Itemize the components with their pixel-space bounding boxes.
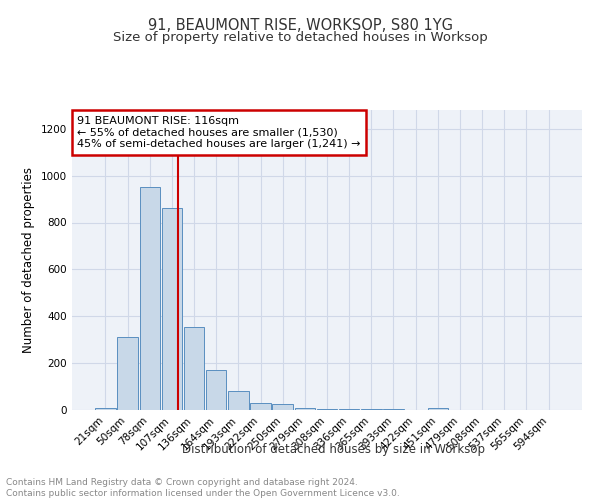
Bar (361, 409, 382, 410)
Bar (295, 408, 315, 410)
Bar (428, 408, 448, 410)
Bar (250, 403, 271, 410)
Bar (118, 338, 138, 410)
Bar (272, 404, 293, 410)
Bar (140, 188, 160, 410)
Text: 91, BEAUMONT RISE, WORKSOP, S80 1YG: 91, BEAUMONT RISE, WORKSOP, S80 1YG (148, 18, 452, 32)
Bar (228, 391, 248, 410)
Text: Distribution of detached houses by size in Worksop: Distribution of detached houses by size … (182, 442, 485, 456)
Bar (317, 409, 337, 410)
Y-axis label: Number of detached properties: Number of detached properties (22, 167, 35, 353)
Bar (206, 370, 226, 410)
Text: 91 BEAUMONT RISE: 116sqm
← 55% of detached houses are smaller (1,530)
45% of sem: 91 BEAUMONT RISE: 116sqm ← 55% of detach… (77, 116, 361, 149)
Bar (184, 327, 204, 410)
Text: Contains HM Land Registry data © Crown copyright and database right 2024.
Contai: Contains HM Land Registry data © Crown c… (6, 478, 400, 498)
Bar (95, 408, 116, 410)
Bar (383, 409, 404, 410)
Bar (161, 208, 182, 410)
Bar (339, 409, 359, 410)
Text: Size of property relative to detached houses in Worksop: Size of property relative to detached ho… (113, 31, 487, 44)
